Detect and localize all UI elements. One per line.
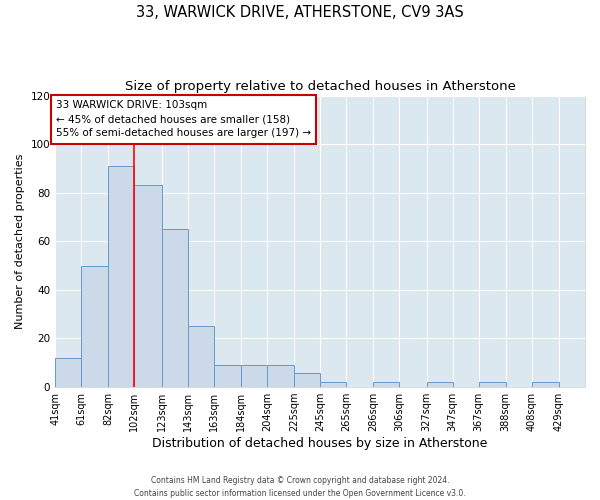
Bar [427, 382, 452, 387]
Bar [134, 186, 161, 387]
Text: Contains HM Land Registry data © Crown copyright and database right 2024.
Contai: Contains HM Land Registry data © Crown c… [134, 476, 466, 498]
Bar [241, 365, 267, 387]
Bar [532, 382, 559, 387]
Bar [81, 266, 109, 387]
Bar [294, 372, 320, 387]
Bar [214, 365, 241, 387]
Bar [109, 166, 134, 387]
Title: Size of property relative to detached houses in Atherstone: Size of property relative to detached ho… [125, 80, 515, 93]
Text: 33, WARWICK DRIVE, ATHERSTONE, CV9 3AS: 33, WARWICK DRIVE, ATHERSTONE, CV9 3AS [136, 5, 464, 20]
Bar [55, 358, 81, 387]
Bar [161, 229, 188, 387]
Bar [267, 365, 294, 387]
Text: 33 WARWICK DRIVE: 103sqm
← 45% of detached houses are smaller (158)
55% of semi-: 33 WARWICK DRIVE: 103sqm ← 45% of detach… [56, 100, 311, 138]
Y-axis label: Number of detached properties: Number of detached properties [15, 154, 25, 329]
X-axis label: Distribution of detached houses by size in Atherstone: Distribution of detached houses by size … [152, 437, 488, 450]
Bar [320, 382, 346, 387]
Bar [373, 382, 399, 387]
Bar [188, 326, 214, 387]
Bar [479, 382, 506, 387]
